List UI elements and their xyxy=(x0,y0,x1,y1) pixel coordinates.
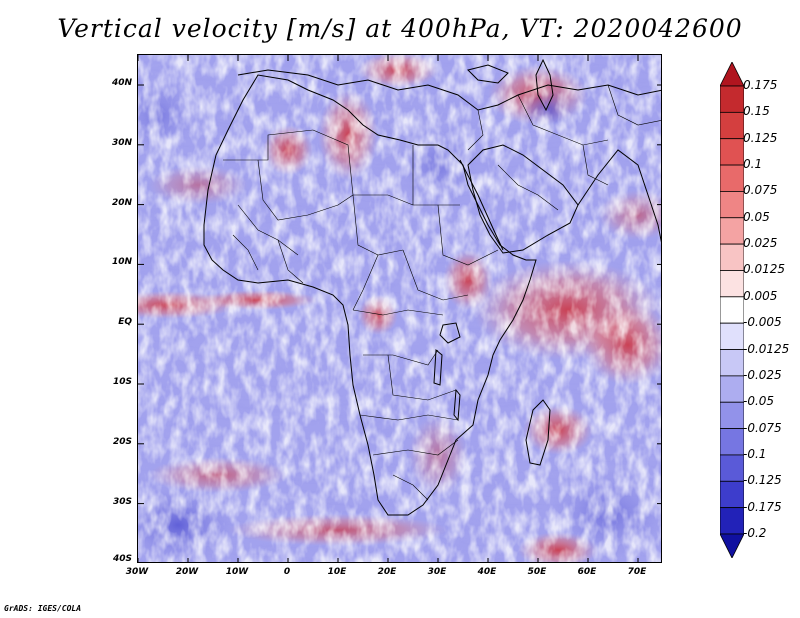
colorbar-segment xyxy=(720,349,744,377)
colorbar-label: -0.0125 xyxy=(743,341,790,356)
colorbar-segment xyxy=(720,138,744,166)
red-sea-coastline xyxy=(459,159,504,251)
colorbar-segment xyxy=(720,322,744,350)
colorbar-label: 0.1 xyxy=(743,157,763,172)
colorbar-label: 0.05 xyxy=(743,209,770,224)
lon-label: 10W xyxy=(225,567,249,577)
lake-tanganyika xyxy=(433,348,443,386)
asia-coastline xyxy=(577,149,661,243)
colorbar-label: 0.175 xyxy=(743,78,778,92)
colorbar-segment xyxy=(720,401,744,429)
lon-label: 20W xyxy=(175,567,199,577)
axis-ticks xyxy=(138,55,661,562)
colorbar-label: -0.025 xyxy=(743,367,782,382)
colorbar-segment xyxy=(720,296,744,324)
arabia-coastline xyxy=(467,144,579,254)
colorbar-segment xyxy=(720,428,744,456)
colorbar-max-arrow xyxy=(720,62,744,87)
colorbar-label: 0.125 xyxy=(743,130,778,145)
grads-credit: GrADS: IGES/COLA xyxy=(4,604,82,613)
lon-label: 20E xyxy=(377,567,397,577)
colorbar-segment xyxy=(720,85,744,113)
colorbar-label: 0.0125 xyxy=(743,262,785,277)
colorbar-label: -0.05 xyxy=(743,394,775,409)
lat-label: 40N xyxy=(111,78,132,88)
colorbar-segment xyxy=(720,270,744,298)
colorbar-label: 0.005 xyxy=(743,288,778,303)
lat-label: 40S xyxy=(112,554,132,565)
colorbar-segment xyxy=(720,111,744,140)
colorbar-segment xyxy=(720,480,744,509)
lat-label: 10S xyxy=(112,377,132,387)
lon-label: 70E xyxy=(627,567,647,577)
colorbar-label: 0.15 xyxy=(743,104,770,119)
colorbar-segment xyxy=(720,507,744,535)
lat-label: 30N xyxy=(111,137,132,148)
lon-label: 0 xyxy=(283,567,291,577)
colorbar-label: 0.075 xyxy=(743,183,778,198)
lat-label: EQ xyxy=(118,317,132,328)
colorbar-label: -0.2 xyxy=(743,526,767,540)
colorbar-segment xyxy=(720,454,744,482)
colorbar-label: -0.075 xyxy=(743,420,782,435)
lon-label: 40E xyxy=(477,567,497,577)
colorbar-label: -0.005 xyxy=(743,315,782,330)
colorbar-label: -0.1 xyxy=(743,446,767,461)
colorbar-segment xyxy=(720,243,744,271)
colorbar-segment xyxy=(720,191,744,219)
chart-title: Vertical velocity [m/s] at 400hPa, VT: 2… xyxy=(57,14,743,43)
colorbar-label: 0.025 xyxy=(743,236,778,251)
colorbar-segment xyxy=(720,164,744,192)
lon-label: 10E xyxy=(327,567,347,577)
europe-coastline xyxy=(237,69,661,111)
lat-label: 30S xyxy=(112,496,132,507)
colorbar-segment xyxy=(720,217,744,245)
country-borders xyxy=(223,84,661,501)
velocity-field-map xyxy=(138,55,661,562)
colorbar-label: -0.175 xyxy=(743,499,782,514)
colorbar xyxy=(720,62,744,558)
lat-label: 20S xyxy=(112,436,132,447)
black-sea-coastline xyxy=(467,64,509,84)
colorbar-label: -0.125 xyxy=(743,473,782,488)
field-texture xyxy=(138,55,661,562)
colorbar-min-arrow xyxy=(720,533,744,558)
lon-label: 50E xyxy=(527,567,547,577)
lon-label: 30E xyxy=(427,567,447,577)
map-panel xyxy=(137,54,662,563)
africa-coastline xyxy=(203,74,537,516)
lat-label: 20N xyxy=(111,197,132,208)
lon-label: 30W xyxy=(125,567,149,577)
colorbar-segment xyxy=(720,375,744,403)
lake-victoria xyxy=(439,322,461,344)
lat-label: 10N xyxy=(111,257,132,268)
lon-label: 60E xyxy=(577,567,597,577)
madagascar-coastline xyxy=(525,399,551,466)
coastlines xyxy=(203,58,661,516)
caspian-coastline xyxy=(535,58,554,112)
